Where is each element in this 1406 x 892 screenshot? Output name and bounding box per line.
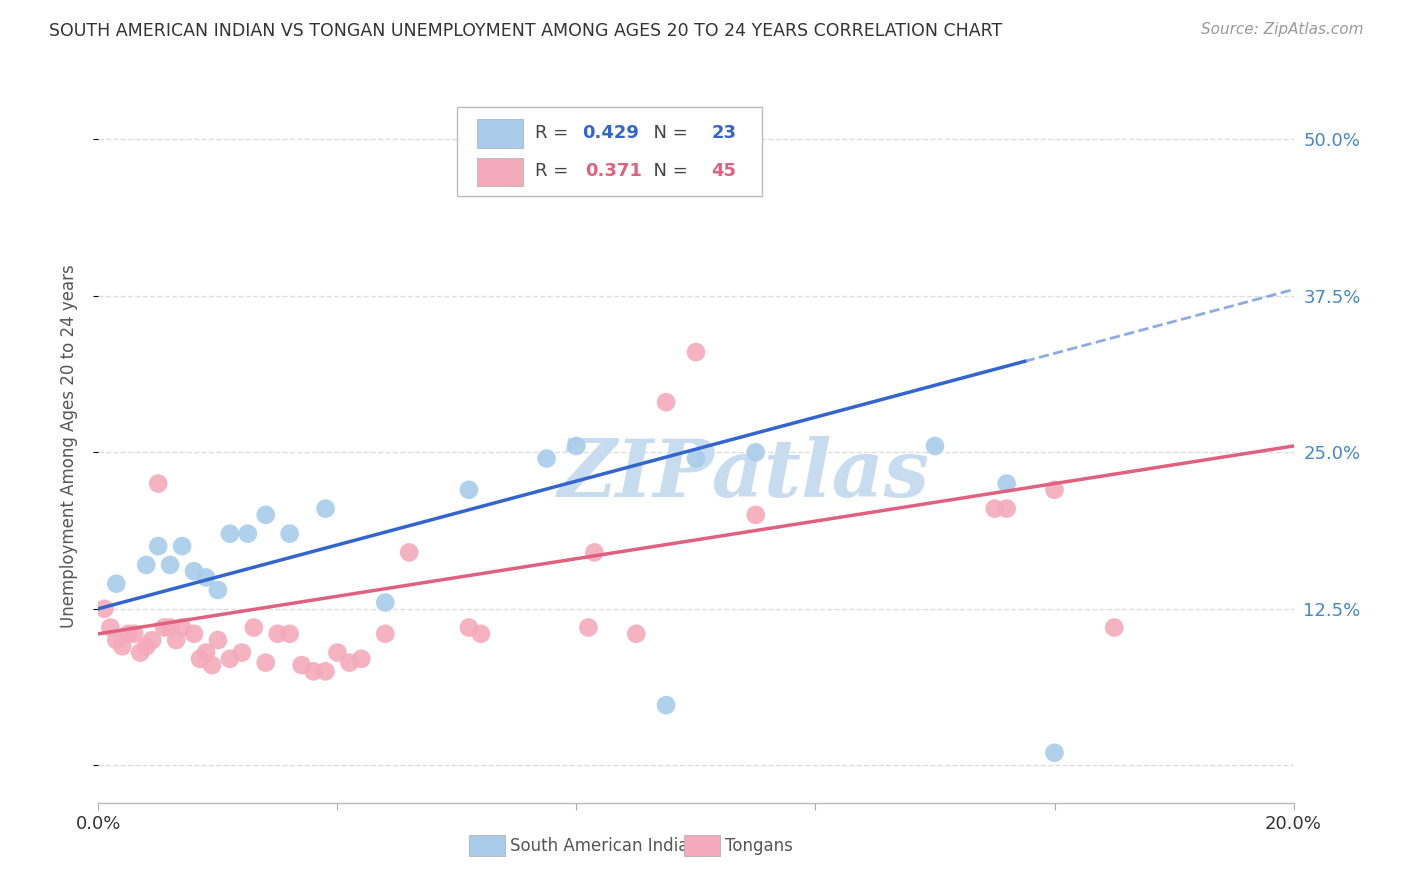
Point xyxy=(924,439,946,453)
Text: 23: 23 xyxy=(711,124,737,142)
Text: 45: 45 xyxy=(711,161,737,179)
Point xyxy=(148,476,170,491)
Point xyxy=(685,345,707,359)
Point xyxy=(1043,746,1066,760)
Point xyxy=(1104,621,1126,635)
Point xyxy=(655,395,678,409)
Point xyxy=(236,526,259,541)
FancyBboxPatch shape xyxy=(685,835,720,856)
Point xyxy=(188,652,211,666)
Point xyxy=(148,539,170,553)
Point xyxy=(219,526,242,541)
Point xyxy=(105,576,128,591)
Text: Source: ZipAtlas.com: Source: ZipAtlas.com xyxy=(1201,22,1364,37)
Point xyxy=(583,545,606,559)
Point xyxy=(141,633,163,648)
Point xyxy=(159,621,181,635)
Text: R =: R = xyxy=(534,161,579,179)
Point xyxy=(278,526,301,541)
Point xyxy=(685,451,707,466)
Point xyxy=(195,570,218,584)
Point xyxy=(93,601,115,615)
Point xyxy=(374,627,396,641)
Point xyxy=(243,621,266,635)
Point xyxy=(470,627,492,641)
Text: South American Indians: South American Indians xyxy=(509,837,707,855)
Point xyxy=(201,658,224,673)
Point xyxy=(315,501,337,516)
Point xyxy=(745,508,768,522)
Point xyxy=(172,621,194,635)
Point xyxy=(219,652,242,666)
Point xyxy=(626,627,648,641)
Point xyxy=(995,476,1018,491)
Point xyxy=(207,633,229,648)
Point xyxy=(135,558,157,572)
Text: 0.371: 0.371 xyxy=(585,161,641,179)
Point xyxy=(195,646,218,660)
Text: R =: R = xyxy=(534,124,574,142)
Point xyxy=(984,501,1007,516)
Point xyxy=(578,621,600,635)
Text: 0.429: 0.429 xyxy=(582,124,640,142)
Point xyxy=(124,627,146,641)
Point xyxy=(326,646,349,660)
Point xyxy=(995,501,1018,516)
Point xyxy=(98,621,122,635)
FancyBboxPatch shape xyxy=(470,835,505,856)
Point xyxy=(350,652,373,666)
Point xyxy=(165,633,187,648)
FancyBboxPatch shape xyxy=(477,119,523,147)
FancyBboxPatch shape xyxy=(477,158,523,186)
Text: SOUTH AMERICAN INDIAN VS TONGAN UNEMPLOYMENT AMONG AGES 20 TO 24 YEARS CORRELATI: SOUTH AMERICAN INDIAN VS TONGAN UNEMPLOY… xyxy=(49,22,1002,40)
Point xyxy=(278,627,301,641)
Text: N =: N = xyxy=(643,124,693,142)
Point xyxy=(111,640,134,654)
Point xyxy=(172,539,194,553)
Point xyxy=(254,656,277,670)
Point xyxy=(458,483,481,497)
Point xyxy=(129,646,152,660)
Point xyxy=(117,627,139,641)
Point xyxy=(565,439,588,453)
Point xyxy=(231,646,253,660)
Point xyxy=(1043,483,1066,497)
Text: N =: N = xyxy=(643,161,693,179)
Point xyxy=(458,621,481,635)
Y-axis label: Unemployment Among Ages 20 to 24 years: Unemployment Among Ages 20 to 24 years xyxy=(59,264,77,628)
Point xyxy=(135,640,157,654)
Point xyxy=(655,698,678,713)
Point xyxy=(183,627,205,641)
Point xyxy=(153,621,176,635)
Point xyxy=(536,451,558,466)
Point xyxy=(398,545,420,559)
Text: Tongans: Tongans xyxy=(724,837,793,855)
Point xyxy=(374,595,396,609)
Text: ZIPatlas: ZIPatlas xyxy=(558,436,929,513)
Point xyxy=(745,445,768,459)
Point xyxy=(302,665,325,679)
FancyBboxPatch shape xyxy=(457,107,762,196)
Point xyxy=(339,656,361,670)
Point xyxy=(105,633,128,648)
Point xyxy=(267,627,290,641)
Point xyxy=(207,582,229,597)
Point xyxy=(254,508,277,522)
Point xyxy=(291,658,314,673)
Point xyxy=(183,564,205,578)
Point xyxy=(159,558,181,572)
Point xyxy=(315,665,337,679)
